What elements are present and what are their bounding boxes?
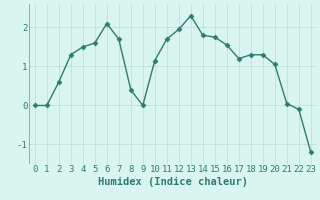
X-axis label: Humidex (Indice chaleur): Humidex (Indice chaleur)	[98, 177, 248, 187]
